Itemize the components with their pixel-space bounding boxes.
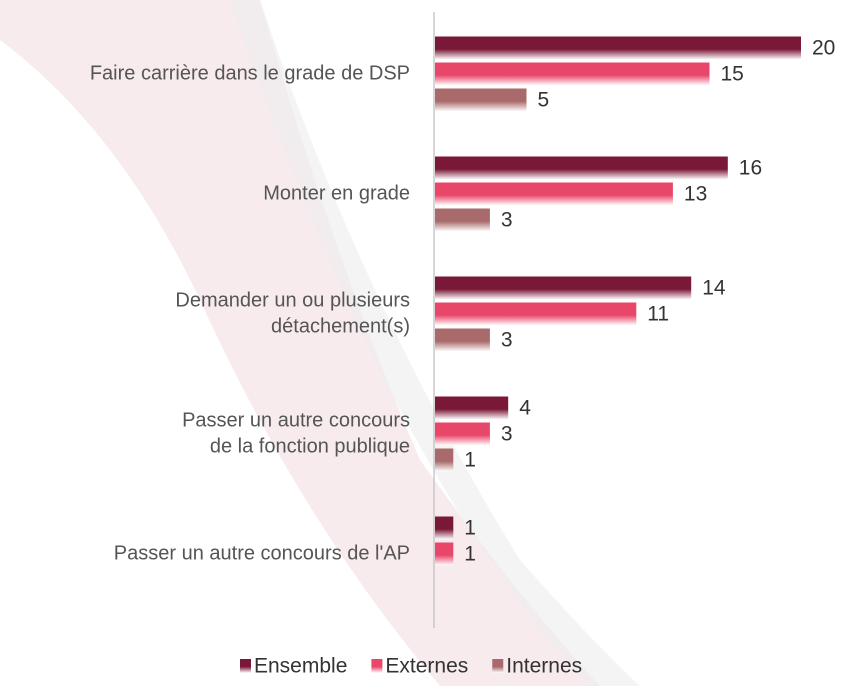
legend-label: Ensemble bbox=[254, 655, 347, 678]
bar bbox=[435, 542, 454, 566]
value-label: 16 bbox=[739, 157, 762, 180]
bar bbox=[435, 156, 728, 180]
legend-swatch bbox=[371, 659, 383, 673]
value-label: 5 bbox=[538, 89, 550, 112]
value-label: 1 bbox=[464, 517, 476, 540]
background-decoration bbox=[0, 0, 600, 686]
category-label: Demander un ou plusieurs bbox=[175, 289, 410, 311]
bar bbox=[435, 448, 454, 472]
bar bbox=[435, 302, 637, 326]
bar bbox=[435, 182, 673, 206]
value-label: 4 bbox=[519, 397, 531, 420]
legend-label: Internes bbox=[506, 655, 582, 678]
bar bbox=[435, 208, 490, 232]
value-label: 11 bbox=[647, 303, 669, 326]
value-label: 1 bbox=[464, 543, 476, 566]
bar bbox=[435, 276, 692, 300]
background-decoration bbox=[230, 0, 640, 686]
category-label: détachement(s) bbox=[271, 315, 410, 337]
bar bbox=[435, 516, 454, 540]
legend-swatch bbox=[240, 659, 251, 673]
bar bbox=[435, 396, 509, 420]
legend-swatch bbox=[492, 659, 504, 673]
value-label: 14 bbox=[702, 277, 726, 300]
value-label: 3 bbox=[501, 423, 513, 446]
value-label: 3 bbox=[501, 209, 513, 232]
bar bbox=[435, 36, 801, 60]
legend-label: Externes bbox=[385, 655, 468, 678]
category-label: Passer un autre concours de l'AP bbox=[114, 542, 410, 564]
category-label: de la fonction publique bbox=[210, 435, 410, 457]
bar bbox=[435, 328, 490, 352]
bar bbox=[435, 62, 710, 86]
category-label: Monter en grade bbox=[263, 182, 410, 204]
bar bbox=[435, 422, 490, 446]
value-label: 1 bbox=[464, 449, 476, 472]
category-label: Faire carrière dans le grade de DSP bbox=[90, 62, 410, 84]
value-label: 15 bbox=[721, 63, 744, 86]
category-label: Passer un autre concours bbox=[182, 409, 410, 431]
value-label: 3 bbox=[501, 329, 513, 352]
value-label: 13 bbox=[684, 183, 707, 206]
bar bbox=[435, 88, 527, 112]
value-label: 20 bbox=[812, 37, 835, 60]
